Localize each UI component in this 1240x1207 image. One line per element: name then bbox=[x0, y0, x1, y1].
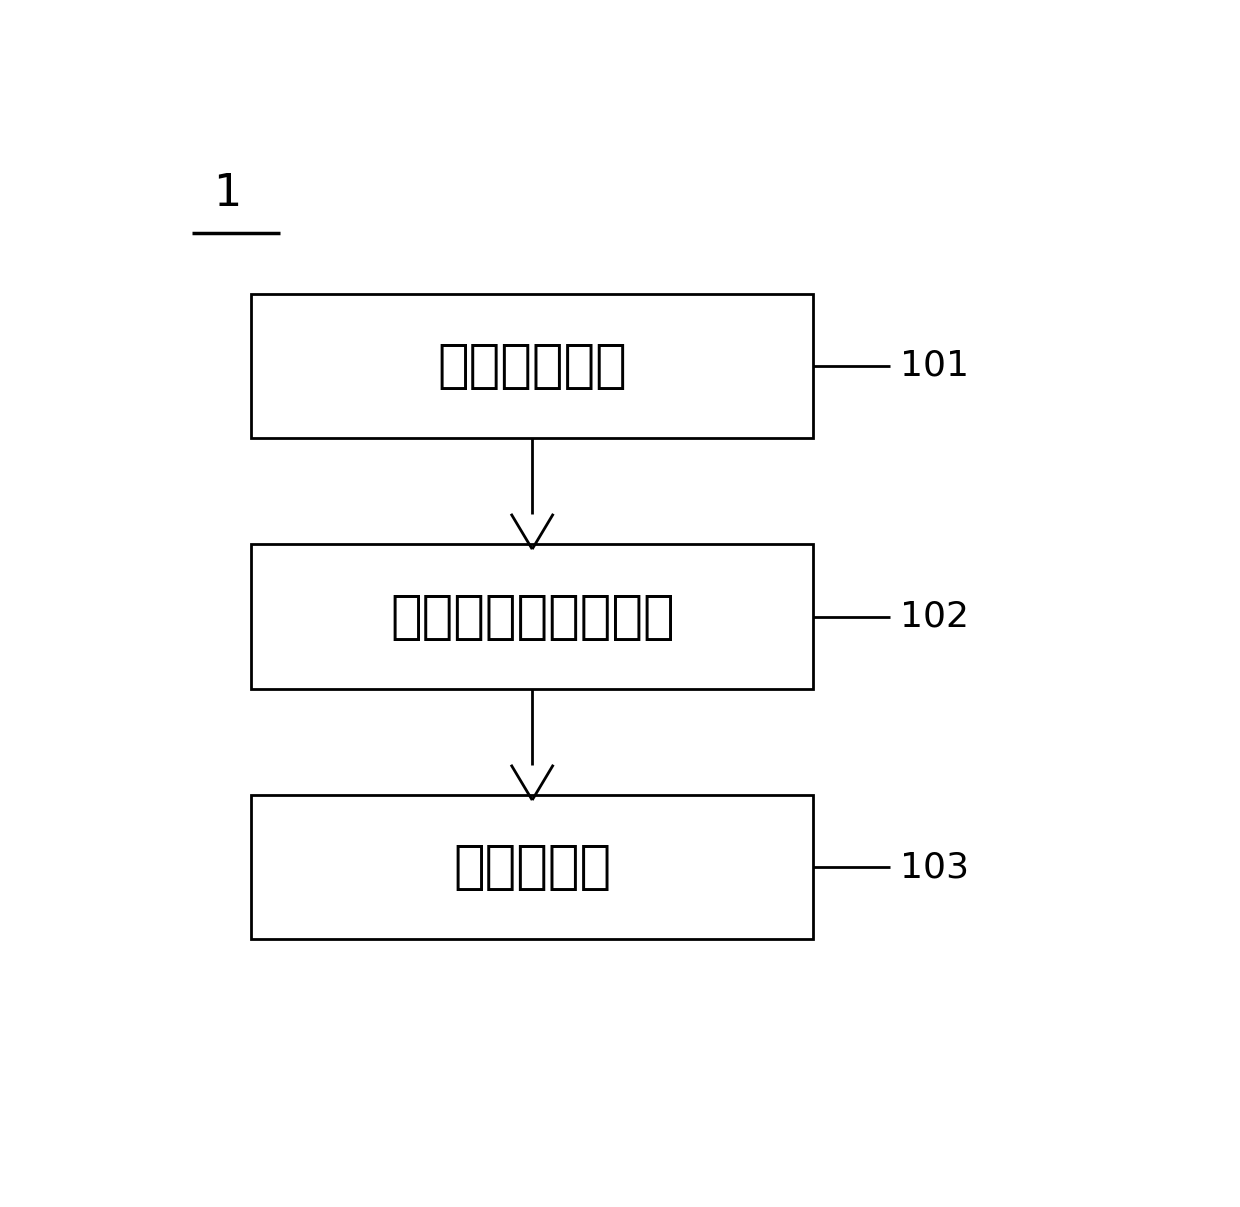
Bar bbox=[250, 795, 813, 939]
Text: 接收并处理第一信号: 接收并处理第一信号 bbox=[389, 590, 675, 642]
Text: 1: 1 bbox=[213, 171, 242, 215]
Text: 生成第一信号: 生成第一信号 bbox=[438, 339, 627, 391]
Text: 控制显示屏: 控制显示屏 bbox=[453, 841, 611, 893]
Text: 102: 102 bbox=[900, 600, 968, 634]
Text: 101: 101 bbox=[900, 349, 968, 383]
Bar bbox=[250, 544, 813, 688]
Text: 103: 103 bbox=[900, 851, 968, 885]
Bar bbox=[250, 293, 813, 438]
